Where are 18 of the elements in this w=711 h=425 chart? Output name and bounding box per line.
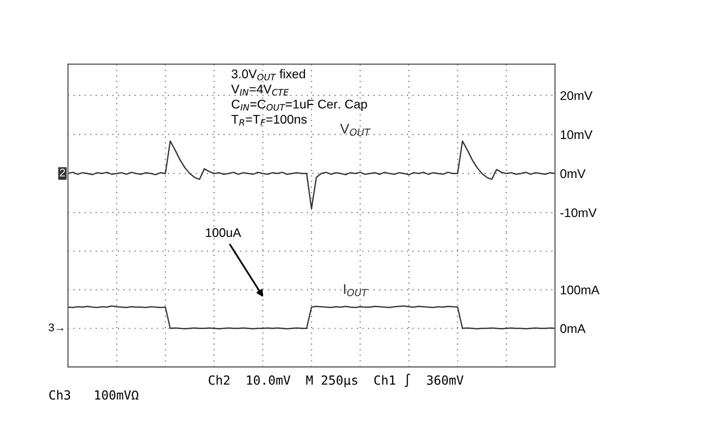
annotation: 100uA <box>206 228 242 238</box>
y-tick-label: 20mV <box>560 91 592 100</box>
y-tick-label: -10mV <box>560 208 597 218</box>
annotation: V$_{IN}$=4V$_{CTE}$ <box>231 84 289 96</box>
text: Ch2 10.0mV M 250µs Ch1 ∫ 360mV <box>208 374 464 388</box>
text: 2 <box>60 168 65 176</box>
line-series <box>68 305 556 330</box>
y-tick-label: 0mA <box>560 324 586 334</box>
annotation: T$_{R}$=T$_{F}$=100ns <box>231 114 307 126</box>
text: Ch3 100mVΩ <box>49 390 138 400</box>
y-tick-label: 100mA <box>560 286 600 294</box>
text: V$_{OUT}$ <box>340 124 371 136</box>
text: 3→ <box>48 323 64 332</box>
series-label: I$_{OUT}$ <box>344 284 368 296</box>
y-tick-label: 0mV <box>560 169 586 178</box>
y-tick-label: 10mV <box>560 130 592 140</box>
annotation: 3.0V$_{OUT}$ fixed <box>232 69 306 80</box>
annotation: C$_{IN}$=C$_{OUT}$=1uF Cer. Cap <box>232 100 367 112</box>
